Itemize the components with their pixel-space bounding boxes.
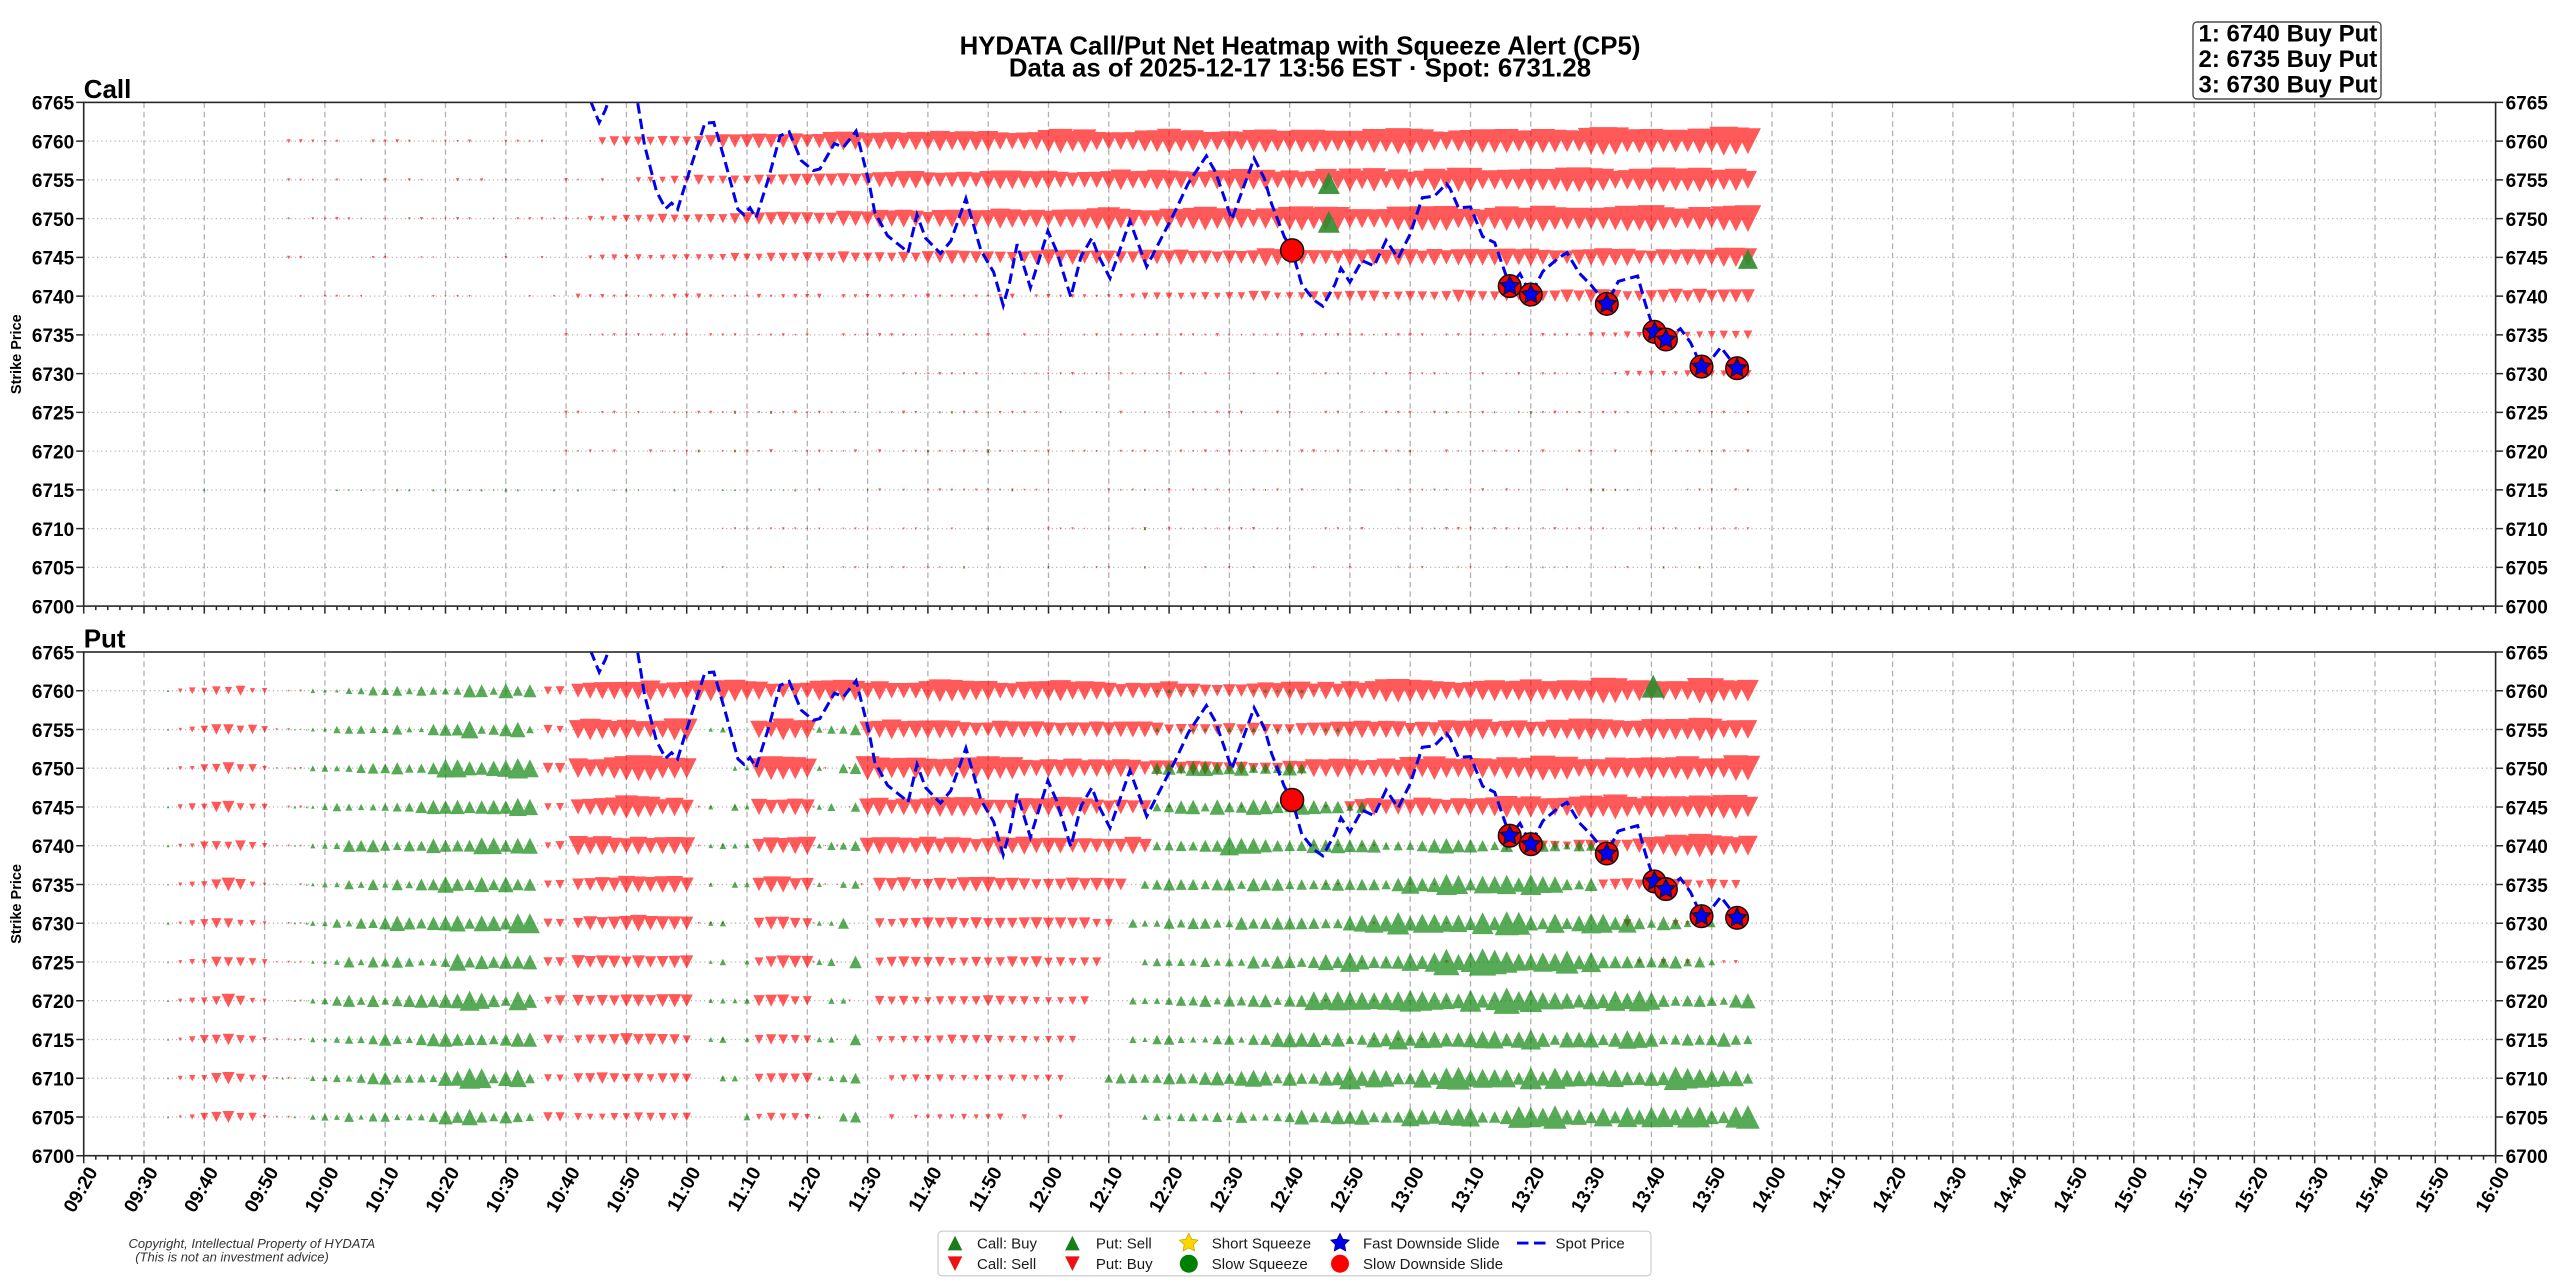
svg-text:6735: 6735: [2506, 876, 2549, 897]
svg-text:6750: 6750: [2506, 760, 2548, 781]
svg-text:6760: 6760: [32, 132, 74, 153]
svg-text:6735: 6735: [2506, 326, 2549, 347]
svg-text:1: 6740 Buy Put: 1: 6740 Buy Put: [2199, 21, 2378, 48]
svg-text:6710: 6710: [32, 1070, 74, 1091]
svg-text:Put: Buy: Put: Buy: [1096, 1256, 1153, 1273]
svg-text:Copyright, Intellectual Proper: Copyright, Intellectual Property of HYDA…: [129, 1236, 376, 1251]
svg-text:6745: 6745: [2506, 249, 2549, 270]
svg-text:6730: 6730: [32, 915, 74, 936]
svg-text:6760: 6760: [2506, 682, 2548, 703]
svg-text:6730: 6730: [32, 365, 74, 386]
svg-text:6755: 6755: [32, 721, 75, 742]
svg-text:6705: 6705: [2506, 559, 2549, 580]
svg-text:6745: 6745: [32, 249, 75, 270]
svg-text:6755: 6755: [2506, 171, 2549, 192]
svg-text:6700: 6700: [32, 597, 74, 618]
svg-text:6715: 6715: [2506, 1031, 2549, 1052]
svg-text:6705: 6705: [2506, 1108, 2549, 1129]
svg-text:6720: 6720: [32, 992, 74, 1013]
svg-text:6755: 6755: [2506, 721, 2549, 742]
svg-text:6710: 6710: [2506, 1070, 2548, 1091]
svg-text:6765: 6765: [2506, 643, 2549, 664]
svg-text:Put: Sell: Put: Sell: [1096, 1235, 1152, 1252]
svg-text:Data as of 2025-12-17 13:56 ES: Data as of 2025-12-17 13:56 EST · Spot: …: [1009, 55, 1591, 83]
svg-text:Spot Price: Spot Price: [1556, 1235, 1625, 1252]
svg-text:6725: 6725: [32, 404, 75, 425]
svg-text:6725: 6725: [2506, 404, 2549, 425]
svg-text:6765: 6765: [2506, 94, 2549, 115]
svg-text:6765: 6765: [32, 94, 75, 115]
svg-text:6730: 6730: [2506, 365, 2548, 386]
svg-text:(This is not an investment adv: (This is not an investment advice): [135, 1250, 329, 1265]
svg-text:6720: 6720: [2506, 442, 2548, 463]
svg-text:Call: Call: [84, 74, 132, 104]
svg-text:6740: 6740: [32, 287, 74, 308]
svg-text:6710: 6710: [2506, 520, 2548, 541]
svg-text:Put: Put: [84, 624, 126, 654]
svg-text:6740: 6740: [2506, 287, 2548, 308]
svg-text:6745: 6745: [32, 798, 75, 819]
svg-text:6725: 6725: [32, 953, 75, 974]
svg-text:6760: 6760: [2506, 132, 2548, 153]
svg-text:6760: 6760: [32, 682, 74, 703]
svg-text:HYDATA Call/Put Net Heatmap wi: HYDATA Call/Put Net Heatmap with Squeeze…: [960, 33, 1641, 61]
svg-text:6755: 6755: [32, 171, 75, 192]
svg-text:Slow Squeeze: Slow Squeeze: [1212, 1256, 1308, 1273]
svg-text:Fast Downside Slide: Fast Downside Slide: [1363, 1235, 1500, 1252]
svg-text:6700: 6700: [32, 1147, 74, 1168]
svg-text:Short Squeeze: Short Squeeze: [1212, 1235, 1311, 1252]
svg-text:2: 6735 Buy Put: 2: 6735 Buy Put: [2199, 46, 2378, 73]
svg-text:6730: 6730: [2506, 915, 2548, 936]
svg-text:6750: 6750: [32, 760, 74, 781]
svg-text:Slow Downside Slide: Slow Downside Slide: [1363, 1256, 1503, 1273]
svg-text:6740: 6740: [32, 837, 74, 858]
svg-text:6735: 6735: [32, 326, 75, 347]
svg-text:3: 6730 Buy Put: 3: 6730 Buy Put: [2199, 72, 2378, 99]
svg-text:6710: 6710: [32, 520, 74, 541]
svg-text:6715: 6715: [32, 1031, 75, 1052]
svg-text:6745: 6745: [2506, 798, 2549, 819]
svg-text:6735: 6735: [32, 876, 75, 897]
svg-text:Call: Sell: Call: Sell: [977, 1256, 1036, 1273]
svg-text:6705: 6705: [32, 1108, 75, 1129]
svg-text:6750: 6750: [32, 210, 74, 231]
svg-text:6720: 6720: [2506, 992, 2548, 1013]
svg-text:Call: Buy: Call: Buy: [977, 1235, 1038, 1252]
svg-text:6750: 6750: [2506, 210, 2548, 231]
svg-text:6715: 6715: [2506, 481, 2549, 502]
svg-text:Strike Price: Strike Price: [9, 864, 25, 944]
svg-text:6725: 6725: [2506, 953, 2549, 974]
svg-text:6715: 6715: [32, 481, 75, 502]
svg-text:6705: 6705: [32, 559, 75, 580]
svg-text:Strike Price: Strike Price: [9, 314, 25, 394]
svg-text:6700: 6700: [2506, 597, 2548, 618]
svg-text:6740: 6740: [2506, 837, 2548, 858]
svg-text:6720: 6720: [32, 442, 74, 463]
svg-text:6700: 6700: [2506, 1147, 2548, 1168]
svg-text:6765: 6765: [32, 643, 75, 664]
